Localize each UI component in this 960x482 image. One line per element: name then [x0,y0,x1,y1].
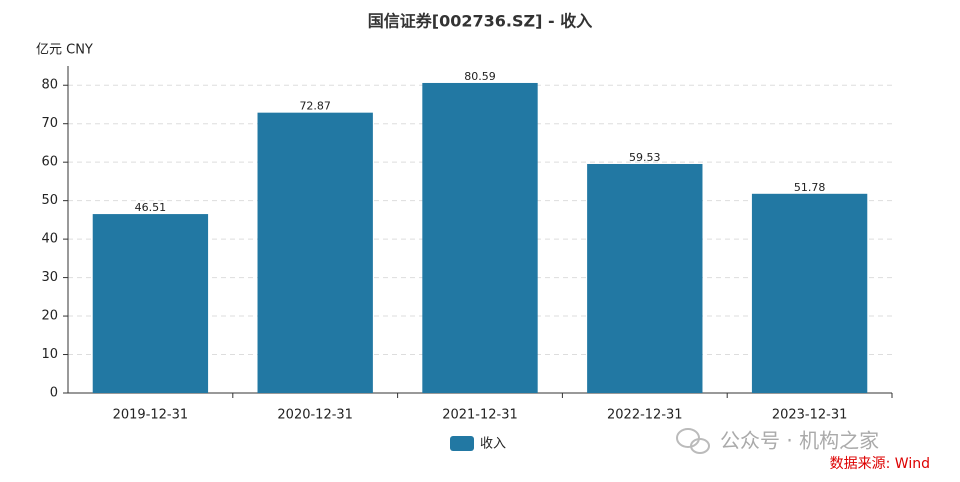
bar [422,82,538,394]
y-tick-label: 60 [41,155,58,170]
y-tick-label: 40 [41,232,58,247]
x-tick-label: 2023-12-31 [772,408,848,423]
y-tick-label: 10 [41,347,58,362]
x-tick-label: 2022-12-31 [607,408,683,423]
x-tick-label: 2020-12-31 [277,408,353,423]
y-tick-label: 0 [50,386,58,401]
x-tick-label: 2021-12-31 [442,408,518,423]
bar [751,193,868,393]
legend-label: 收入 [480,437,506,452]
bar [587,163,703,393]
data-label: 51.78 [794,181,826,194]
y-tick-label: 80 [41,78,58,93]
bar [257,112,373,393]
data-label: 46.51 [135,201,167,214]
y-tick-label: 70 [41,116,58,131]
data-label: 72.87 [299,100,331,113]
y-tick-label: 50 [41,193,58,208]
legend-swatch [450,436,474,451]
y-tick-label: 30 [41,270,58,285]
y-tick-label: 20 [41,309,58,324]
y-unit: 亿元 CNY [36,43,93,58]
watermark-icon [676,428,710,454]
watermark: 公众号 · 机构之家 [720,429,879,453]
source: 数据来源: Wind [830,456,930,472]
data-label: 59.53 [629,151,661,164]
x-tick-label: 2019-12-31 [113,408,189,423]
chart-title: 国信证券[002736.SZ] - 收入 [368,12,592,31]
data-label: 80.59 [464,70,496,83]
bar [92,214,209,393]
